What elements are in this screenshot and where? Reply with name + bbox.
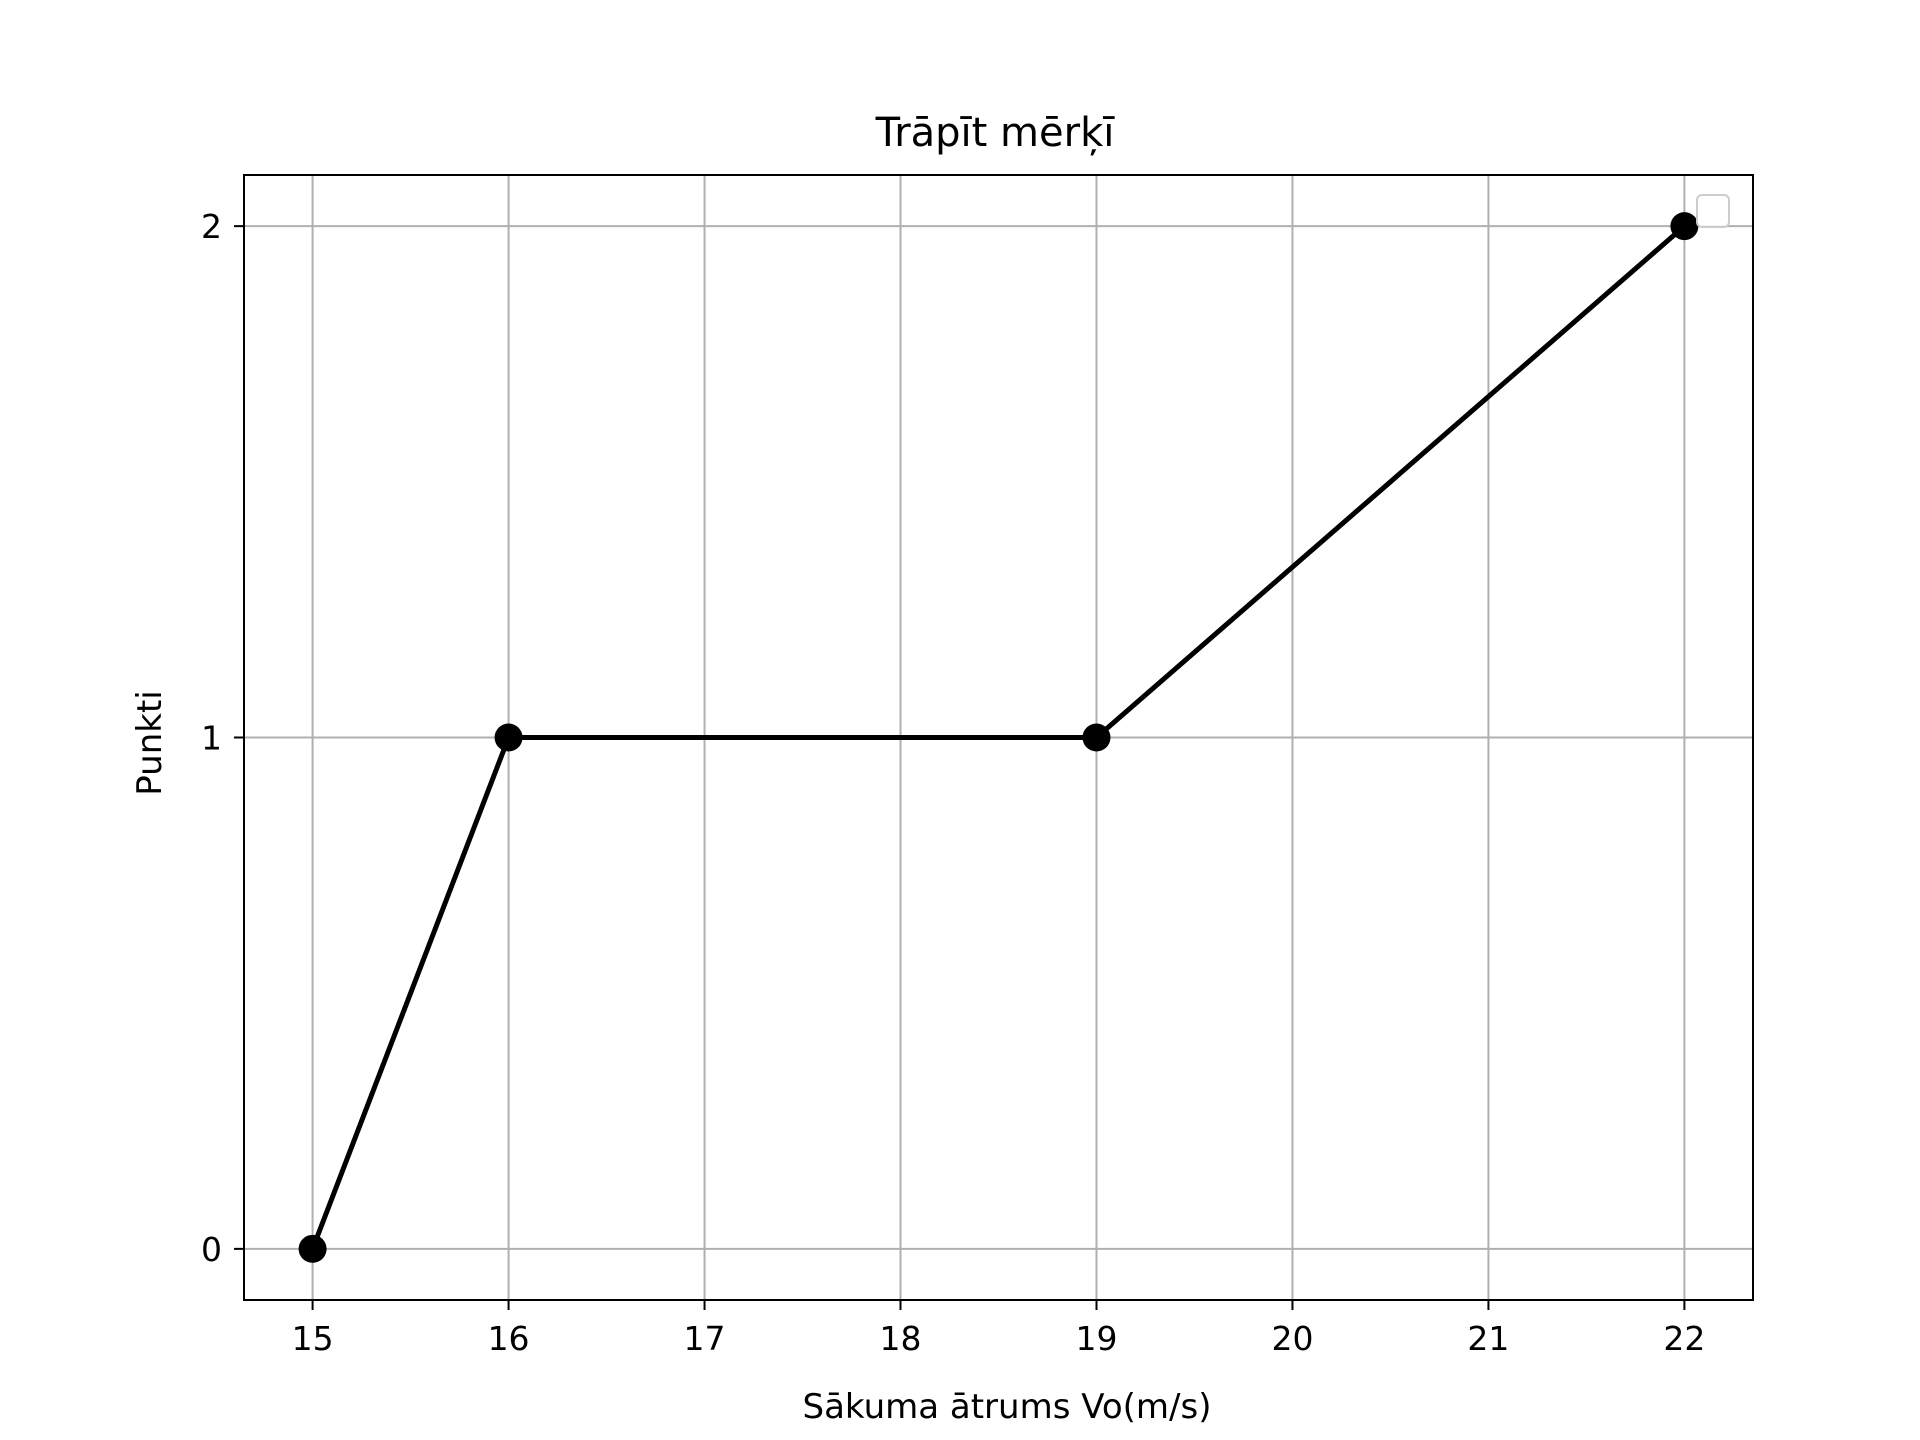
x-tick-label: 15 xyxy=(292,1319,334,1358)
x-tick-label: 22 xyxy=(1663,1319,1705,1358)
series-line-path xyxy=(310,224,1687,1250)
x-tick-label: 19 xyxy=(1075,1319,1117,1358)
x-tick-label: 16 xyxy=(488,1319,530,1358)
x-tick-label: 20 xyxy=(1271,1319,1313,1358)
legend-box xyxy=(1696,194,1730,228)
y-tick-label: 2 xyxy=(201,207,222,246)
y-tick-label: 1 xyxy=(201,719,222,758)
series-line xyxy=(298,212,1699,1263)
data-point-marker xyxy=(494,723,523,752)
data-point-marker xyxy=(1082,723,1111,752)
x-tick-label: 18 xyxy=(880,1319,922,1358)
axis-ticks: 15 16 17 18 19 20 21 22 0 1 2 xyxy=(201,207,1705,1358)
legend xyxy=(1696,194,1730,228)
x-tick-label: 21 xyxy=(1467,1319,1509,1358)
x-axis-label: Sākuma ātrums Vo(m/s) xyxy=(803,1387,1212,1427)
data-point-marker xyxy=(1670,212,1699,241)
x-tick-label: 17 xyxy=(684,1319,726,1358)
y-axis-label: Punkti xyxy=(130,690,170,795)
chart-title: Trāpīt mērķī xyxy=(875,110,1116,156)
y-tick-label: 0 xyxy=(201,1230,222,1269)
data-point-marker xyxy=(298,1234,327,1263)
